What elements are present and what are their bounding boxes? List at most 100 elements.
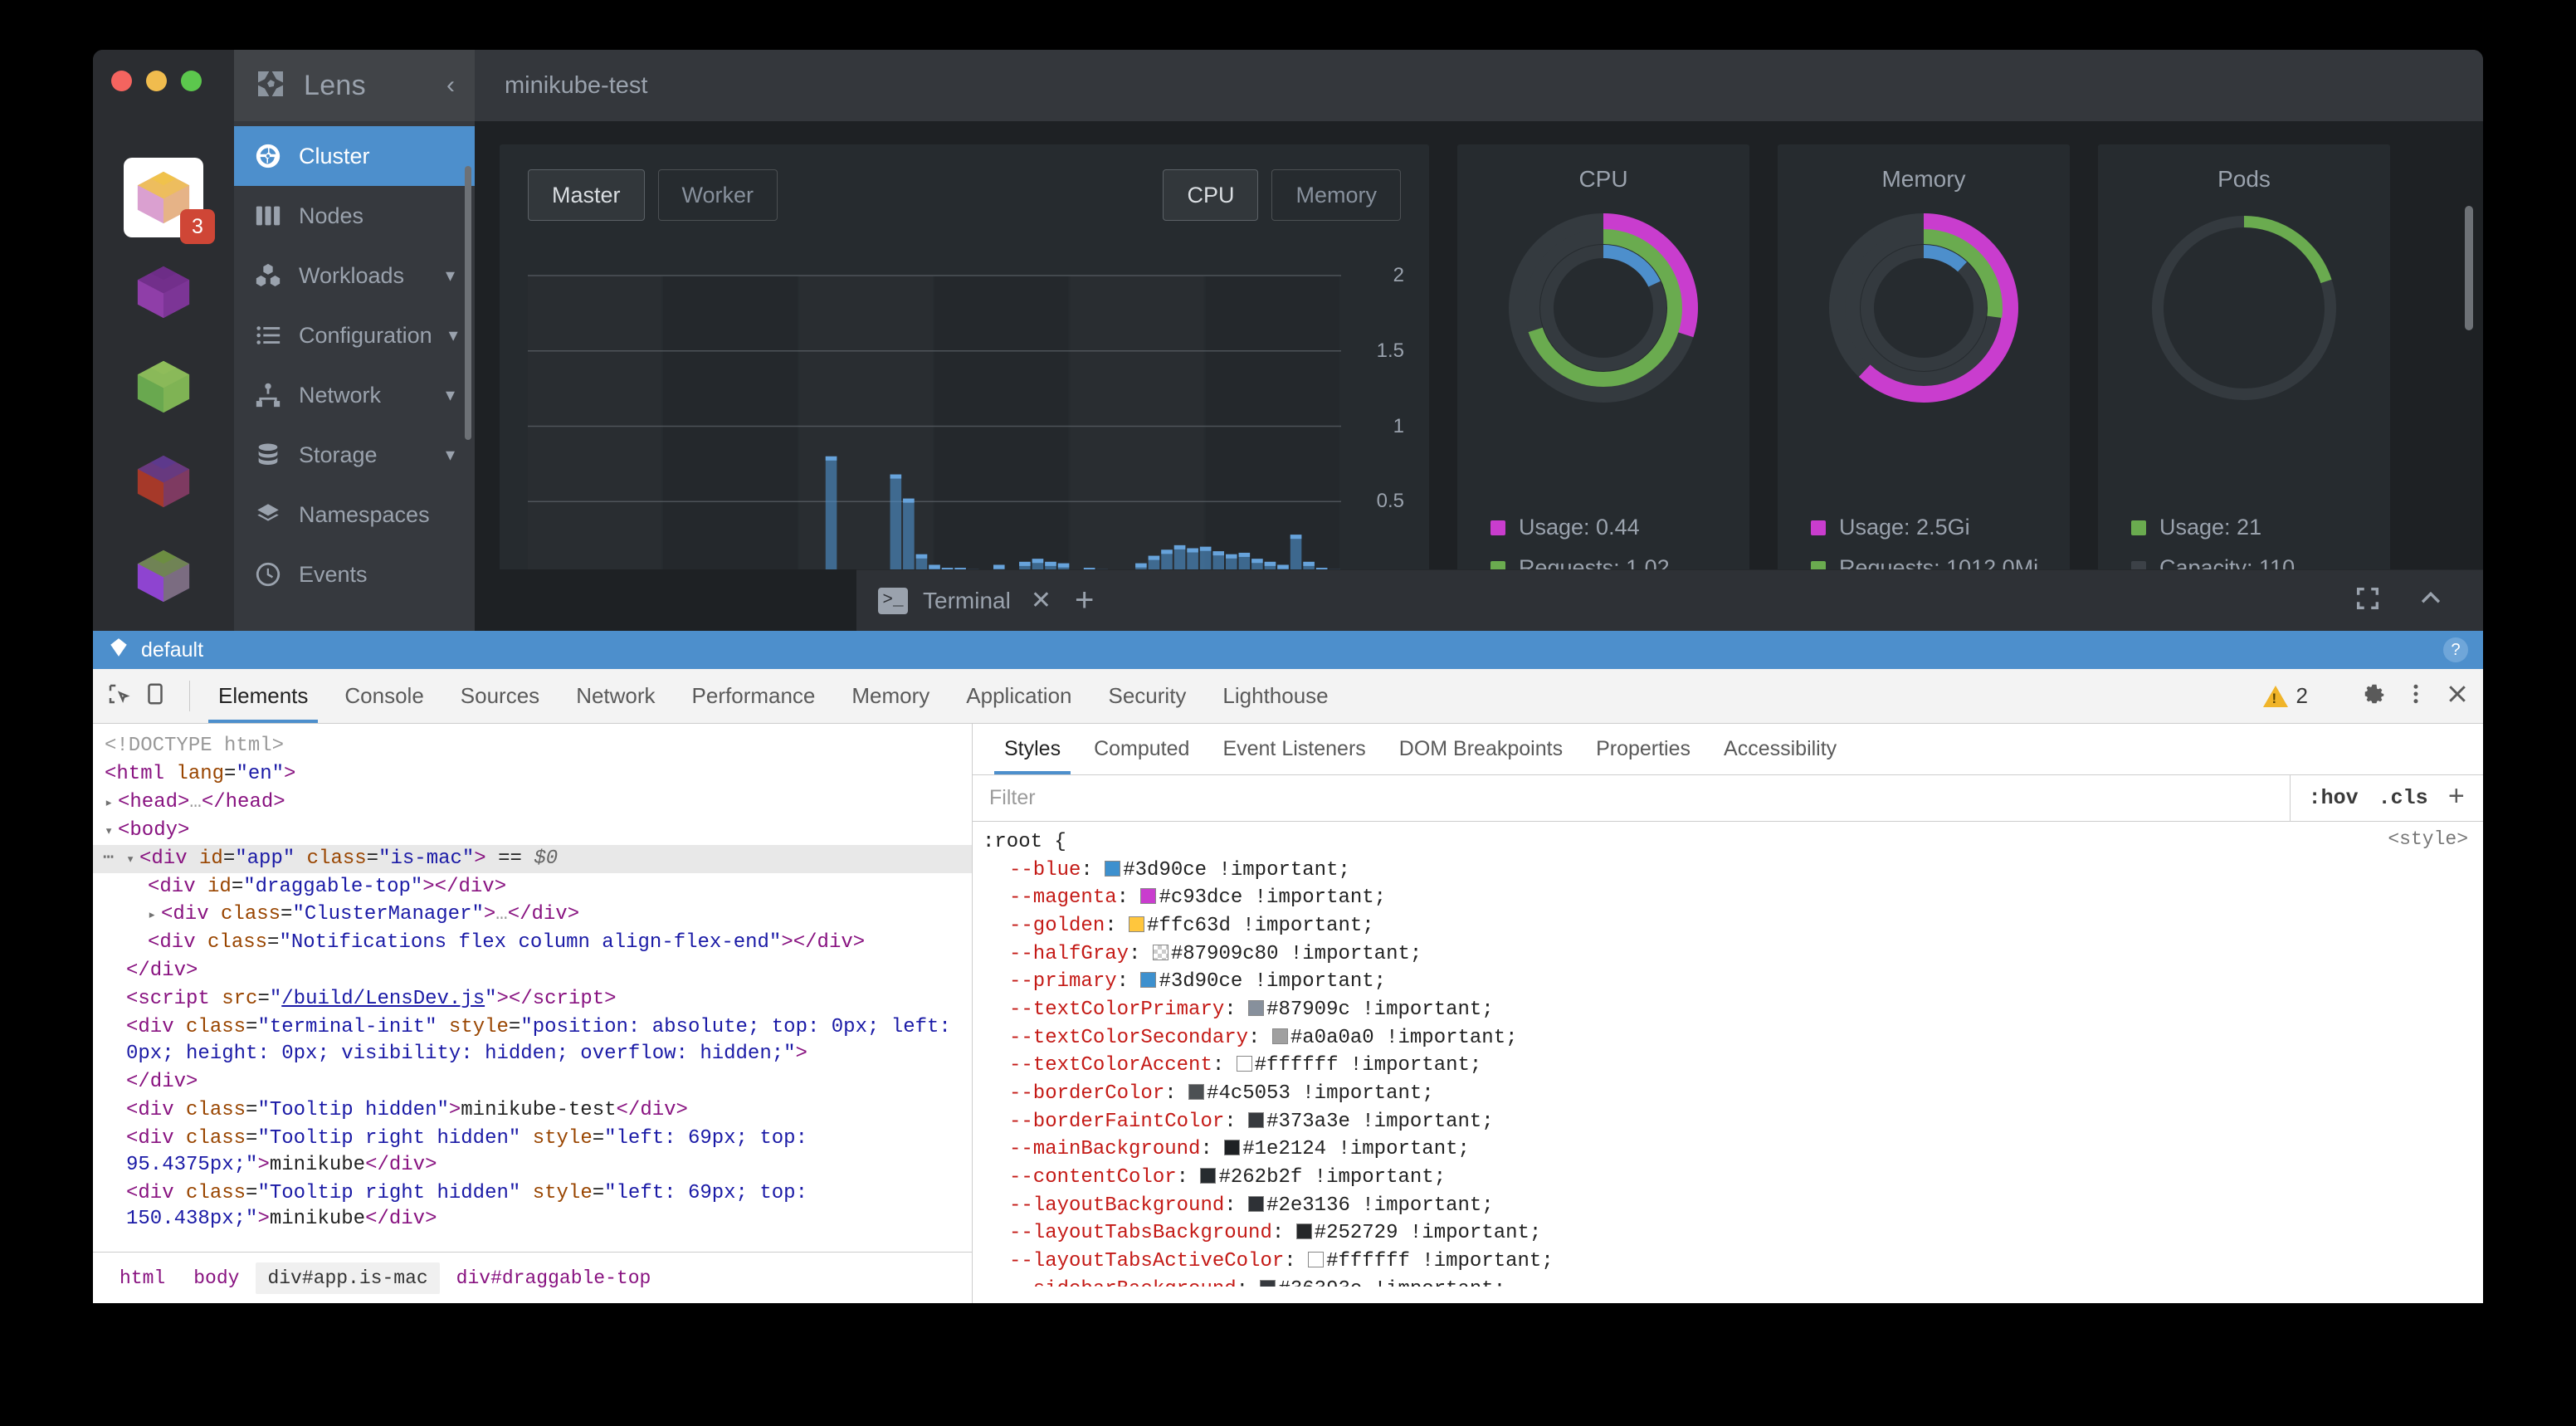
styles-tab-accessibility[interactable]: Accessibility: [1724, 737, 1837, 760]
css-declaration[interactable]: --layoutTabsBackground: #252729 !importa…: [1009, 1222, 1542, 1245]
color-swatch[interactable]: [1129, 916, 1145, 933]
styles-tab-properties[interactable]: Properties: [1596, 737, 1691, 760]
color-swatch[interactable]: [1140, 888, 1157, 905]
breadcrumb-item[interactable]: body: [193, 1267, 240, 1289]
css-declaration[interactable]: --mainBackground: #1e2124 !important;: [1009, 1138, 1470, 1161]
chevron-left-icon[interactable]: ‹: [446, 71, 455, 99]
css-declaration[interactable]: --textColorSecondary: #a0a0a0 !important…: [1009, 1026, 1518, 1049]
close-window-button[interactable]: [111, 71, 132, 91]
styles-tab-event-listeners[interactable]: Event Listeners: [1222, 737, 1366, 760]
css-declaration[interactable]: --textColorPrimary: #87909c !important;: [1009, 999, 1494, 1022]
dom-node-line[interactable]: <!DOCTYPE html>: [105, 735, 285, 757]
css-declaration[interactable]: --borderColor: #4c5053 !important;: [1009, 1082, 1434, 1106]
style-source-link[interactable]: <style>: [2388, 828, 2468, 850]
css-declaration[interactable]: --layoutBackground: #2e3136 !important;: [1009, 1194, 1494, 1217]
color-swatch[interactable]: [1260, 1279, 1276, 1287]
color-swatch[interactable]: [1236, 1056, 1252, 1072]
new-style-rule-button[interactable]: +: [2447, 782, 2465, 814]
color-swatch[interactable]: [1152, 944, 1168, 960]
styles-rule-list[interactable]: <style> :root { --blue: #3d90ce !importa…: [973, 822, 2483, 1287]
dom-node-line[interactable]: ▸ <head>…</head>: [105, 790, 285, 813]
cpu-area-chart[interactable]: 2 1.5 1 0.5: [528, 264, 1404, 569]
chevron-down-icon[interactable]: ▾: [445, 444, 455, 465]
tab-memory[interactable]: Memory: [851, 683, 930, 708]
color-swatch[interactable]: [1248, 1000, 1265, 1017]
dom-node-line[interactable]: <div class="terminal-init" style="positi…: [126, 1016, 964, 1065]
css-declaration[interactable]: --layoutTabsActiveColor: #ffffff !import…: [1009, 1250, 1554, 1273]
chevron-up-icon[interactable]: [2417, 584, 2445, 617]
breadcrumb-item[interactable]: html: [120, 1267, 166, 1289]
dom-node-line[interactable]: <div class="Tooltip right hidden" style=…: [126, 1126, 820, 1176]
dock-cluster-2[interactable]: [124, 252, 203, 332]
hov-toggle[interactable]: :hov: [2308, 786, 2359, 810]
sidebar-item-workloads[interactable]: Workloads ▾: [234, 246, 475, 305]
chevron-down-icon[interactable]: ▾: [445, 384, 455, 405]
styles-tab-computed[interactable]: Computed: [1094, 737, 1190, 760]
dom-node-line[interactable]: </div>: [126, 960, 198, 983]
metric-memory-button[interactable]: Memory: [1271, 169, 1401, 221]
chevron-down-icon[interactable]: ▾: [448, 325, 458, 345]
close-icon[interactable]: [2445, 681, 2470, 711]
dom-node-line[interactable]: <div class="Tooltip hidden">minikube-tes…: [126, 1098, 688, 1121]
window-traffic-lights[interactable]: [111, 71, 202, 91]
dom-node-line[interactable]: <div class="Tooltip right hidden" style=…: [93, 1233, 972, 1237]
tab-network[interactable]: Network: [576, 683, 656, 708]
close-icon[interactable]: ✕: [1030, 587, 1051, 614]
sidebar-item-network[interactable]: Network ▾: [234, 365, 475, 425]
kebab-menu-icon[interactable]: [2403, 681, 2428, 711]
sidebar-item-nodes[interactable]: Nodes: [234, 186, 475, 246]
pods-donut-chart[interactable]: [2142, 204, 2346, 412]
styles-filter-input[interactable]: Filter: [973, 774, 2291, 822]
dom-node-line[interactable]: <div class="Tooltip right hidden" style=…: [126, 1181, 820, 1231]
plus-icon[interactable]: +: [1074, 582, 1095, 618]
maximize-window-button[interactable]: [181, 71, 202, 91]
dock-cluster-3[interactable]: [124, 347, 203, 427]
dom-node-line[interactable]: </div>: [126, 1070, 198, 1093]
sidebar-item-storage[interactable]: Storage ▾: [234, 425, 475, 485]
chevron-down-icon[interactable]: ▾: [445, 265, 455, 286]
tab-application[interactable]: Application: [966, 683, 1072, 708]
breadcrumb-item[interactable]: div#app.is-mac: [256, 1262, 440, 1294]
dom-node-line[interactable]: ▾ <body>: [105, 818, 190, 842]
minimize-window-button[interactable]: [146, 71, 167, 91]
css-declaration[interactable]: --borderFaintColor: #373a3e !important;: [1009, 1110, 1494, 1133]
dom-tree[interactable]: <!DOCTYPE html> <html lang="en"> ▸ <head>…<…: [93, 724, 972, 1237]
styles-tab-dom-breakpoints[interactable]: DOM Breakpoints: [1398, 737, 1564, 760]
expand-dots-icon[interactable]: ⋯: [103, 847, 116, 868]
fullscreen-icon[interactable]: [2354, 584, 2382, 617]
color-swatch[interactable]: [1308, 1252, 1325, 1268]
gear-icon[interactable]: [2362, 681, 2387, 711]
sidebar-scrollbar[interactable]: [465, 166, 471, 440]
tab-security[interactable]: Security: [1108, 683, 1187, 708]
cpu-donut-chart[interactable]: [1501, 204, 1705, 412]
inspect-cursor-icon[interactable]: [106, 681, 131, 711]
sidebar-item-configuration[interactable]: Configuration ▾: [234, 305, 475, 365]
node-role-worker-button[interactable]: Worker: [657, 169, 778, 221]
dom-node-line[interactable]: ▸ <div class="ClusterManager">…</div>: [148, 903, 580, 926]
tab-performance[interactable]: Performance: [691, 683, 816, 708]
dom-node-line[interactable]: <div class="Notifications flex column al…: [148, 931, 866, 955]
tab-sources[interactable]: Sources: [460, 683, 540, 708]
dock-cluster-4[interactable]: [124, 442, 203, 521]
dom-node-line[interactable]: <script src="/build/LensDev.js"></script…: [126, 988, 617, 1011]
breadcrumb-item[interactable]: div#draggable-top: [456, 1267, 651, 1289]
node-role-master-button[interactable]: Master: [528, 169, 645, 221]
color-swatch[interactable]: [1248, 1195, 1265, 1212]
terminal-tab[interactable]: >_ Terminal ✕: [878, 586, 1051, 615]
dom-node-line[interactable]: <html lang="en">: [105, 762, 296, 785]
question-icon[interactable]: ?: [2443, 637, 2468, 662]
cls-toggle[interactable]: .cls: [2378, 786, 2428, 810]
color-swatch[interactable]: [1105, 860, 1121, 877]
color-swatch[interactable]: [1224, 1140, 1241, 1156]
tab-lighthouse[interactable]: Lighthouse: [1222, 683, 1329, 708]
sidebar-item-namespaces[interactable]: Namespaces: [234, 485, 475, 545]
tab-elements[interactable]: Elements: [200, 669, 326, 723]
cards-scrollbar[interactable]: [2465, 206, 2473, 330]
css-declaration[interactable]: --contentColor: #262b2f !important;: [1009, 1166, 1447, 1189]
color-swatch[interactable]: [1248, 1111, 1265, 1128]
color-swatch[interactable]: [1200, 1168, 1217, 1184]
css-declaration[interactable]: --magenta: #c93dce !important;: [1009, 886, 1387, 910]
css-declaration[interactable]: --halfGray: #87909c80 !important;: [1009, 942, 1422, 965]
css-declaration[interactable]: --textColorAccent: #ffffff !important;: [1009, 1054, 1482, 1077]
dock-cluster-1[interactable]: 3: [124, 158, 215, 244]
